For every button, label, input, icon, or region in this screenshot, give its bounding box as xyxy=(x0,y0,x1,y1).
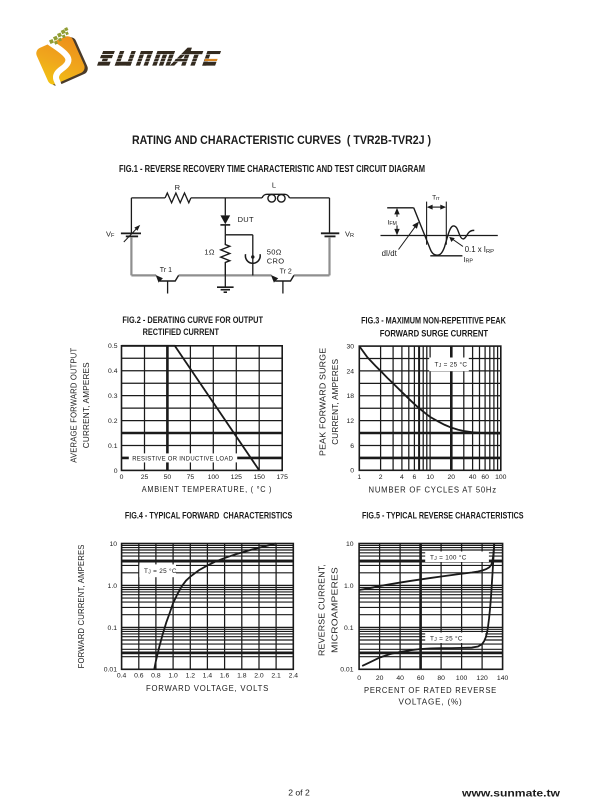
svg-text:dI/dt: dI/dt xyxy=(382,249,398,258)
svg-text:140: 140 xyxy=(497,675,509,682)
svg-text:40: 40 xyxy=(396,675,404,682)
svg-text:Tr 2: Tr 2 xyxy=(280,268,292,275)
svg-text:1.0: 1.0 xyxy=(344,583,354,590)
svg-text:0.1: 0.1 xyxy=(108,625,118,632)
svg-text:AVERAGE FORWARD OUTPUT: AVERAGE FORWARD OUTPUT xyxy=(68,348,78,463)
svg-text:IFM: IFM xyxy=(388,220,397,228)
svg-text:10: 10 xyxy=(109,541,117,548)
svg-text:0.4: 0.4 xyxy=(108,368,118,375)
svg-text:1.4: 1.4 xyxy=(203,673,213,680)
svg-text:20: 20 xyxy=(448,474,456,481)
svg-text:1.8: 1.8 xyxy=(237,673,247,680)
svg-text:RATING AND CHARACTERISTIC CURV: RATING AND CHARACTERISTIC CURVES ( TVR2B… xyxy=(132,133,431,147)
svg-text:2.4: 2.4 xyxy=(289,673,299,680)
svg-text:1: 1 xyxy=(357,474,361,481)
svg-text:VR: VR xyxy=(345,229,354,239)
svg-text:24: 24 xyxy=(346,368,354,375)
svg-text:0.1: 0.1 xyxy=(108,443,118,450)
svg-text:1.6: 1.6 xyxy=(220,673,230,680)
svg-text:DUT: DUT xyxy=(238,215,254,224)
svg-text:2: 2 xyxy=(379,474,383,481)
svg-text:0.2: 0.2 xyxy=(108,418,118,425)
svg-text:100: 100 xyxy=(208,474,220,481)
svg-text:PERCENT OF RATED REVERSE: PERCENT OF RATED REVERSE xyxy=(364,686,497,695)
svg-text:RECTIFIED CURRENT: RECTIFIED CURRENT xyxy=(143,327,220,337)
svg-text:100: 100 xyxy=(456,675,468,682)
svg-text:FORWARD CURRENT, AMPERES: FORWARD CURRENT, AMPERES xyxy=(76,544,86,668)
svg-text:0: 0 xyxy=(120,474,124,481)
svg-text:R: R xyxy=(175,183,181,192)
svg-text:1Ω: 1Ω xyxy=(204,248,214,257)
svg-text:PEAK FORWARD SURGE: PEAK FORWARD SURGE xyxy=(317,347,327,456)
svg-text:125: 125 xyxy=(231,474,243,481)
svg-text:120: 120 xyxy=(476,675,488,682)
svg-text:0.1 x IRP: 0.1 x IRP xyxy=(465,245,494,255)
svg-text:CURRENT, AMPERES: CURRENT, AMPERES xyxy=(330,359,340,445)
svg-text:2 of 2: 2 of 2 xyxy=(288,788,310,798)
svg-text:FIG.1 - REVERSE RECOVERY TIME: FIG.1 - REVERSE RECOVERY TIME CHARACTERI… xyxy=(119,164,425,175)
svg-text:Trr: Trr xyxy=(432,194,440,202)
svg-text:FIG.3 - MAXIMUM NON-REPETITIVE: FIG.3 - MAXIMUM NON-REPETITIVE PEAK xyxy=(361,315,506,325)
svg-text:4: 4 xyxy=(400,474,404,481)
svg-text:30: 30 xyxy=(346,344,354,351)
svg-text:1.2: 1.2 xyxy=(186,673,196,680)
svg-text:150: 150 xyxy=(254,474,266,481)
svg-text:50: 50 xyxy=(164,474,172,481)
svg-text:0.8: 0.8 xyxy=(151,673,161,680)
svg-text:FORWARD SURGE CURRENT: FORWARD SURGE CURRENT xyxy=(380,328,489,338)
svg-text:0.3: 0.3 xyxy=(108,393,118,400)
svg-text:FORWARD VOLTAGE, VOLTS: FORWARD VOLTAGE, VOLTS xyxy=(146,684,269,693)
svg-text:NUMBER OF CYCLES AT 50Hz: NUMBER OF CYCLES AT 50Hz xyxy=(369,486,497,495)
svg-text:50Ω: 50Ω xyxy=(267,247,282,256)
svg-text:10: 10 xyxy=(346,541,354,548)
svg-text:1.0: 1.0 xyxy=(168,673,178,680)
svg-text:0.5: 0.5 xyxy=(108,343,118,350)
svg-text:VOLTAGE, (%): VOLTAGE, (%) xyxy=(399,697,463,706)
svg-text:REVERSE CURRENT,: REVERSE CURRENT, xyxy=(317,564,327,656)
svg-text:60: 60 xyxy=(417,675,425,682)
svg-text:RESISTIVE OR INDUCTIVE LOAD: RESISTIVE OR INDUCTIVE LOAD xyxy=(132,455,233,462)
svg-text:TJ = 25 °C: TJ = 25 °C xyxy=(435,360,468,369)
svg-text:100: 100 xyxy=(495,474,507,481)
svg-text:2.1: 2.1 xyxy=(271,673,281,680)
svg-text:18: 18 xyxy=(346,393,354,400)
svg-text:60: 60 xyxy=(481,474,489,481)
svg-text:20: 20 xyxy=(376,675,384,682)
svg-text:0: 0 xyxy=(350,468,354,475)
svg-text:10: 10 xyxy=(426,474,434,481)
svg-text:0: 0 xyxy=(114,468,118,475)
svg-text:FIG.2 - DERATING CURVE FOR OUT: FIG.2 - DERATING CURVE FOR OUTPUT xyxy=(122,315,263,325)
svg-text:25: 25 xyxy=(141,474,149,481)
svg-text:L: L xyxy=(272,181,276,190)
svg-text:0.4: 0.4 xyxy=(117,673,127,680)
svg-text:CRO: CRO xyxy=(267,256,285,265)
svg-text:2.0: 2.0 xyxy=(254,673,264,680)
svg-text:0.6: 0.6 xyxy=(134,673,144,680)
svg-text:IRP: IRP xyxy=(464,255,474,265)
svg-text:0.01: 0.01 xyxy=(104,667,117,674)
svg-text:AMBIENT TEMPERATURE, ( °C ): AMBIENT TEMPERATURE, ( °C ) xyxy=(142,485,273,494)
svg-text:0.01: 0.01 xyxy=(340,667,353,674)
svg-text:VF: VF xyxy=(106,229,115,239)
svg-text:FIG.5 - TYPICAL REVERSE CHARAC: FIG.5 - TYPICAL REVERSE CHARACTERISTICS xyxy=(362,510,524,520)
svg-text:0: 0 xyxy=(357,675,361,682)
svg-text:75: 75 xyxy=(187,474,195,481)
svg-text:0.1: 0.1 xyxy=(344,625,354,632)
svg-text:FIG.4 - TYPICAL FORWARD CHARA: FIG.4 - TYPICAL FORWARD CHARACTERISTICS xyxy=(125,511,293,521)
svg-text:CURRENT, AMPERES: CURRENT, AMPERES xyxy=(81,362,91,448)
svg-text:12: 12 xyxy=(346,418,354,425)
svg-text:6: 6 xyxy=(413,474,417,481)
svg-text:MICROAMPERES: MICROAMPERES xyxy=(330,567,340,653)
svg-text:TJ = 100 °C: TJ = 100 °C xyxy=(430,554,467,563)
svg-text:1.0: 1.0 xyxy=(108,583,118,590)
svg-text:40: 40 xyxy=(469,474,477,481)
svg-text:80: 80 xyxy=(437,675,445,682)
svg-text:6: 6 xyxy=(350,443,354,450)
svg-text:Tr 1: Tr 1 xyxy=(160,267,172,274)
svg-text:www.sunmate.tw: www.sunmate.tw xyxy=(461,789,561,800)
svg-text:TJ = 25 °C: TJ = 25 °C xyxy=(144,567,177,576)
svg-text:175: 175 xyxy=(277,474,289,481)
svg-text:TJ = 25 °C: TJ = 25 °C xyxy=(430,635,463,644)
